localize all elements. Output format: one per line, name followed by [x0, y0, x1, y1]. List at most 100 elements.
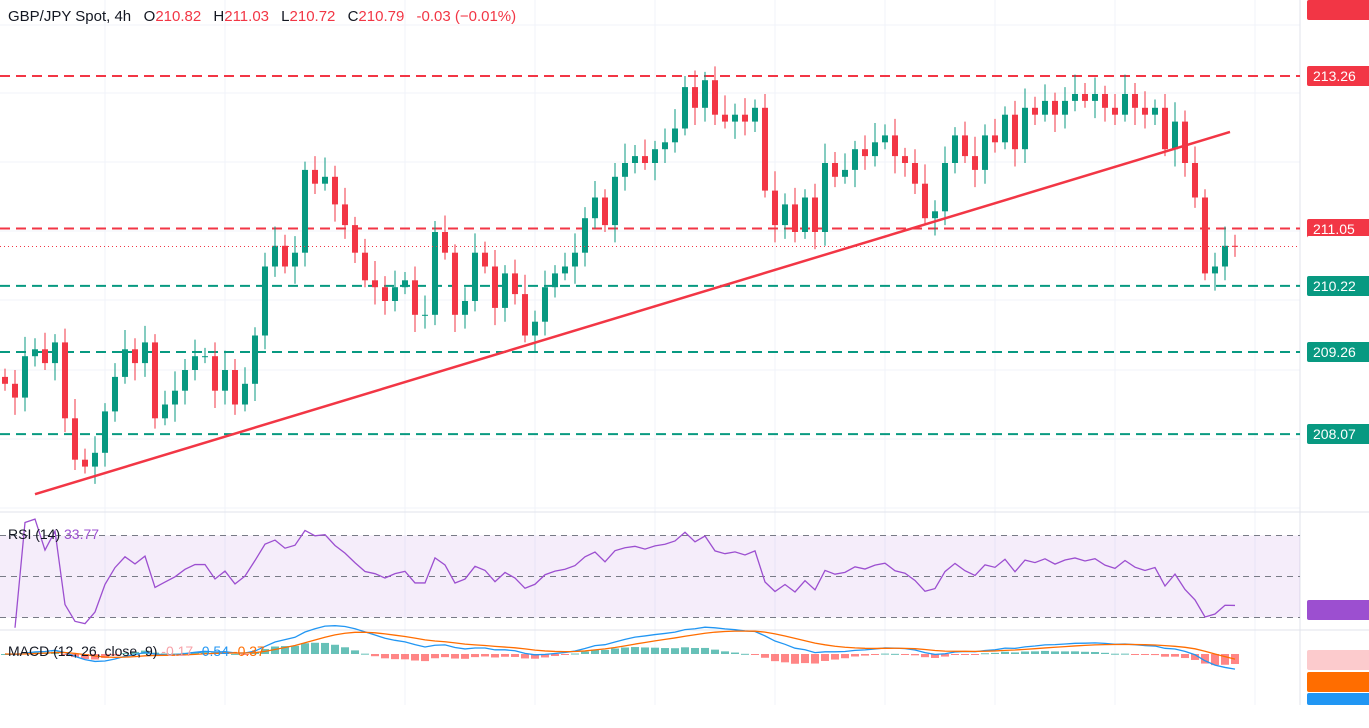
- macd-histogram-bar: [381, 654, 389, 659]
- macd-histogram-bar: [961, 654, 969, 655]
- macd-histogram-bar: [571, 653, 579, 655]
- candle-body: [752, 107, 758, 122]
- candle-body: [702, 80, 708, 108]
- candle-body: [42, 349, 48, 364]
- candle-body: [472, 252, 478, 301]
- level-tag: 213.26: [1307, 66, 1369, 87]
- candle-body: [892, 135, 898, 157]
- macd-histogram-bar: [361, 653, 369, 655]
- macd-histogram-bar: [721, 651, 729, 654]
- macd-histogram-bar: [431, 654, 439, 659]
- candle-body: [822, 163, 828, 232]
- candle-body: [282, 245, 288, 267]
- macd-histogram-bar: [1221, 654, 1229, 665]
- candle-body: [442, 232, 448, 253]
- macd-histogram-bar: [451, 654, 459, 659]
- candle-body: [232, 370, 238, 405]
- macd-legend[interactable]: MACD (12, 26, close, 9) -0.17 -0.54 -0.3…: [8, 643, 265, 659]
- candle-body: [842, 169, 848, 177]
- macd-histogram-bar: [1201, 654, 1209, 664]
- macd-histogram-bar: [111, 654, 119, 656]
- macd-histogram-bar: [791, 654, 799, 664]
- candle-body: [332, 176, 338, 205]
- macd-histogram-bar: [611, 648, 619, 654]
- macd-histogram-bar: [881, 653, 889, 655]
- candle-body: [312, 169, 318, 184]
- macd-histogram-bar: [581, 651, 589, 654]
- macd-histogram-bar: [461, 654, 469, 659]
- macd-histogram-bar: [741, 653, 749, 655]
- candle-body: [802, 197, 808, 232]
- candle-body: [432, 232, 438, 315]
- candle-body: [552, 273, 558, 288]
- candle-body: [142, 342, 148, 364]
- macd-histogram-bar: [1151, 654, 1159, 656]
- macd-histogram-bar: [241, 654, 249, 655]
- candle-body: [1212, 266, 1218, 274]
- macd-histogram-bar: [501, 654, 509, 657]
- candle-body: [362, 252, 368, 281]
- candle-body: [692, 87, 698, 108]
- macd-histogram-bar: [131, 651, 139, 654]
- candle-body: [22, 356, 28, 398]
- macd-histogram-bar: [941, 654, 949, 657]
- macd-histogram-bar: [1161, 654, 1169, 657]
- macd-histogram-bar: [671, 648, 679, 654]
- macd-histogram-bar: [901, 654, 909, 655]
- candle-body: [1152, 107, 1158, 115]
- candle-body: [382, 287, 388, 301]
- candle-body: [572, 252, 578, 267]
- candle-body: [762, 107, 768, 191]
- macd-histogram-bar: [781, 654, 789, 663]
- macd-histogram-bar: [1171, 654, 1179, 657]
- macd-histogram-bar: [191, 651, 199, 654]
- macd-histogram-bar: [521, 654, 529, 659]
- candle-body: [82, 459, 88, 467]
- macd-histogram-bar: [271, 646, 279, 654]
- macd-histogram-bar: [421, 654, 429, 662]
- candle-body: [1122, 94, 1128, 115]
- macd-histogram-bar: [1121, 653, 1129, 655]
- macd-histogram-bar: [851, 654, 859, 657]
- macd-histogram-bar: [771, 654, 779, 662]
- macd-histogram-bar: [1111, 653, 1119, 655]
- candle-body: [972, 156, 978, 170]
- candle-body: [262, 266, 268, 336]
- candle-body: [992, 135, 998, 143]
- candle-body: [882, 135, 888, 143]
- candle-body: [322, 176, 328, 184]
- rsi-line: [14, 518, 1236, 628]
- macd-histogram-bar: [491, 654, 499, 658]
- candle-body: [1192, 163, 1198, 198]
- macd-histogram-bar: [841, 654, 849, 659]
- candle-body: [1132, 94, 1138, 108]
- candle-body: [122, 349, 128, 377]
- open-value: 210.82: [155, 8, 202, 25]
- candle-body: [32, 349, 38, 357]
- macd-histogram-bar: [201, 651, 209, 654]
- macd-histogram-bar: [311, 642, 319, 654]
- candle-body: [292, 252, 298, 267]
- candle-body: [932, 211, 938, 219]
- macd-histogram-bar: [341, 647, 349, 654]
- candle-body: [872, 142, 878, 157]
- macd-histogram-bar: [921, 654, 929, 658]
- macd-hist-value: -0.17: [161, 643, 194, 659]
- macd-histogram-bar: [641, 647, 649, 654]
- macd-histogram-bar: [971, 654, 979, 655]
- macd-histogram-bar: [1011, 652, 1019, 654]
- candle-body: [682, 87, 688, 129]
- symbol-title[interactable]: GBP/JPY Spot, 4h: [8, 8, 132, 25]
- low-value: 210.72: [289, 8, 336, 25]
- macd-histogram-bar: [161, 653, 169, 655]
- candle-body: [412, 280, 418, 315]
- macd-line-value: -0.54: [197, 643, 230, 659]
- rsi-legend[interactable]: RSI (14) 33.77: [8, 526, 99, 542]
- candle-body: [482, 252, 488, 267]
- candle-body: [392, 287, 398, 301]
- macd-histogram-bar: [1181, 654, 1189, 659]
- candle-body: [1092, 94, 1098, 101]
- macd-line-tag: [1307, 693, 1369, 705]
- candle-body: [622, 163, 628, 177]
